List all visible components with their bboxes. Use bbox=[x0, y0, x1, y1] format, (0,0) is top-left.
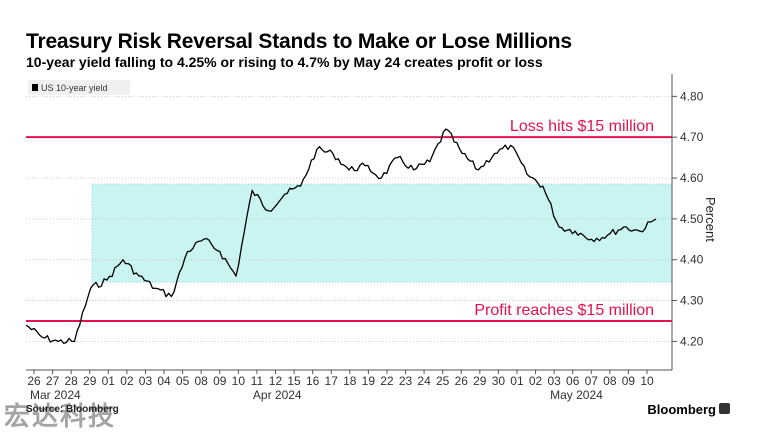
x-tick-label: 15 bbox=[287, 374, 301, 388]
x-tick-label: 30 bbox=[492, 374, 506, 388]
x-tick-label: 06 bbox=[566, 374, 580, 388]
x-tick-label: 01 bbox=[102, 374, 116, 388]
x-tick-label: 02 bbox=[529, 374, 543, 388]
bloomberg-logo: Bloomberg bbox=[647, 402, 716, 417]
chart-title: Treasury Risk Reversal Stands to Make or… bbox=[26, 30, 572, 53]
x-tick-label: 18 bbox=[343, 374, 357, 388]
x-tick-label: 03 bbox=[139, 374, 153, 388]
x-tick-label: 10 bbox=[640, 374, 654, 388]
y-axis-title: Percent bbox=[703, 197, 718, 242]
x-month-label: May 2024 bbox=[550, 388, 603, 402]
reference-label: Loss hits $15 million bbox=[510, 118, 654, 135]
y-tick-label: 4.80 bbox=[680, 89, 704, 103]
y-tick-label: 4.20 bbox=[680, 334, 704, 348]
y-tick-label: 4.60 bbox=[680, 171, 704, 185]
x-tick-label: 05 bbox=[176, 374, 190, 388]
x-month-label: Apr 2024 bbox=[253, 388, 302, 402]
x-tick-label: 09 bbox=[622, 374, 636, 388]
x-month-label: Mar 2024 bbox=[30, 388, 81, 402]
series-line-us-10-year-yield bbox=[25, 128, 657, 345]
shaded-band bbox=[91, 183, 673, 283]
x-tick-label: 08 bbox=[603, 374, 617, 388]
x-tick-label: 16 bbox=[306, 374, 320, 388]
x-tick-label: 26 bbox=[27, 374, 41, 388]
y-tick-label: 4.30 bbox=[680, 294, 704, 308]
source-note: Source: Bloomberg bbox=[26, 404, 119, 415]
x-tick-label: 11 bbox=[251, 374, 264, 388]
x-tick-label: 09 bbox=[213, 374, 227, 388]
x-tick-label: 29 bbox=[83, 374, 97, 388]
x-tick-label: 08 bbox=[195, 374, 209, 388]
x-tick-label: 19 bbox=[362, 374, 376, 388]
y-tick-label: 4.50 bbox=[680, 212, 704, 226]
x-tick-label: 23 bbox=[399, 374, 413, 388]
x-tick-label: 17 bbox=[325, 374, 339, 388]
x-tick-label: 01 bbox=[510, 374, 524, 388]
chart-subtitle: 10-year yield falling to 4.25% or rising… bbox=[26, 54, 543, 70]
legend-swatch bbox=[32, 84, 38, 91]
x-tick-label: 29 bbox=[473, 374, 487, 388]
x-tick-label: 03 bbox=[547, 374, 561, 388]
x-tick-label: 22 bbox=[380, 374, 394, 388]
bloomberg-mark-icon bbox=[719, 403, 730, 414]
y-tick-label: 4.70 bbox=[680, 130, 704, 144]
watermark-text: 宏达科技 bbox=[4, 401, 117, 431]
x-tick-label: 26 bbox=[455, 374, 469, 388]
legend-box bbox=[28, 80, 130, 95]
x-tick-label: 02 bbox=[120, 374, 134, 388]
x-tick-label: 04 bbox=[157, 374, 171, 388]
reference-label: Profit reaches $15 million bbox=[474, 302, 654, 319]
x-tick-label: 07 bbox=[585, 374, 599, 388]
x-tick-label: 24 bbox=[417, 374, 431, 388]
x-tick-label: 28 bbox=[64, 374, 78, 388]
x-tick-label: 12 bbox=[269, 374, 283, 388]
y-tick-label: 4.40 bbox=[680, 253, 704, 267]
x-tick-label: 25 bbox=[436, 374, 450, 388]
x-tick-label: 27 bbox=[46, 374, 60, 388]
legend-label: US 10-year yield bbox=[41, 83, 108, 93]
x-tick-label: 10 bbox=[232, 374, 246, 388]
